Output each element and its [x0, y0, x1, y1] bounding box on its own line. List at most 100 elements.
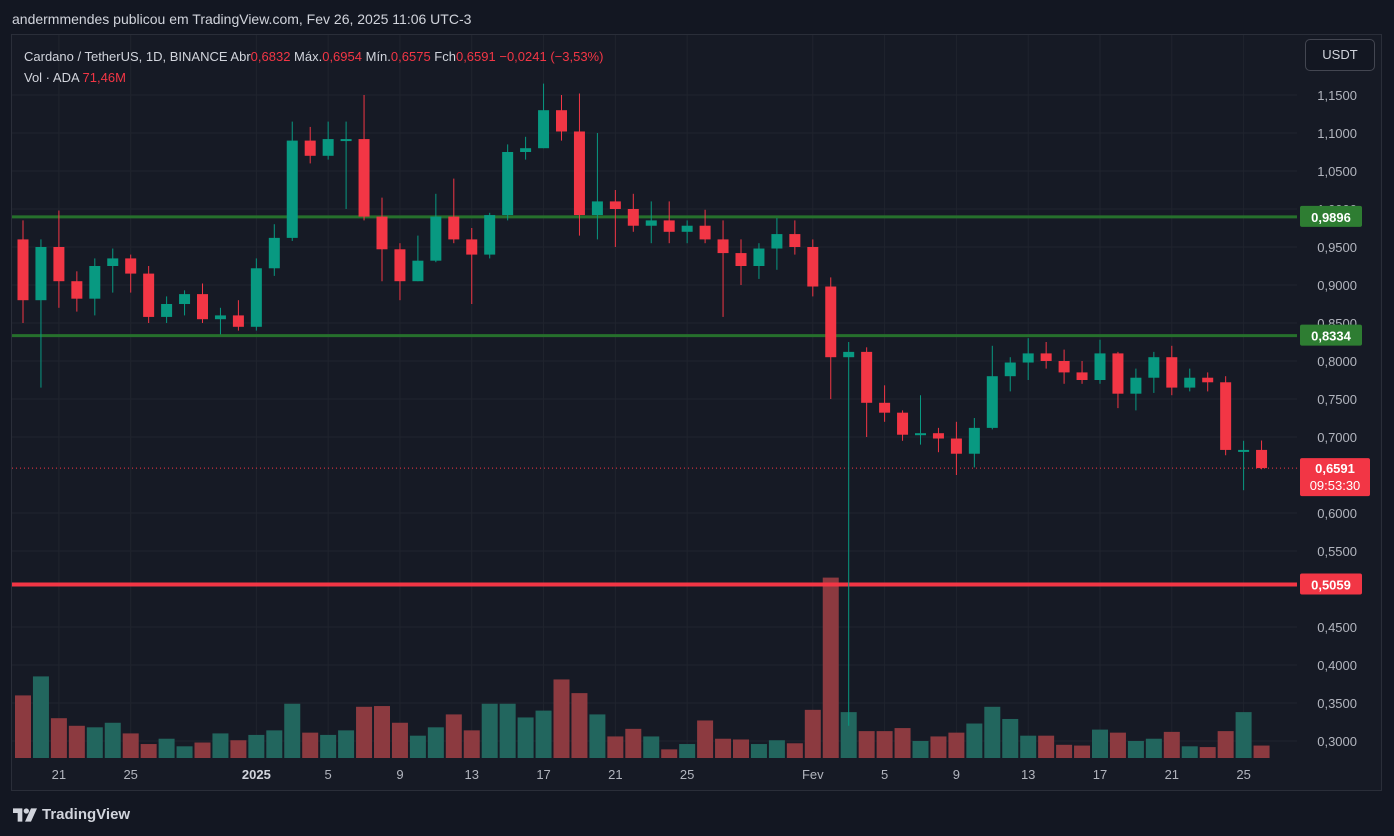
price-tick-label: 0,8000 — [1317, 354, 1357, 369]
volume-bar — [409, 735, 426, 758]
countdown-label: 09:53:30 — [1310, 478, 1361, 493]
price-tick-label: 0,3000 — [1317, 734, 1357, 749]
candle-body — [538, 110, 550, 149]
candle-body — [448, 216, 460, 240]
currency-button[interactable]: USDT — [1305, 39, 1375, 71]
price-tick-label: 1,1000 — [1317, 126, 1357, 141]
candle-body — [268, 237, 280, 269]
candle-body — [250, 268, 262, 327]
candle-body — [1130, 377, 1142, 394]
time-tick-label: 17 — [1093, 767, 1107, 782]
price-axis: 1,15001,10001,05001,00000,95000,90000,85… — [1300, 88, 1370, 749]
candle-body — [340, 139, 352, 142]
candle-body — [573, 131, 585, 216]
price-tick-label: 0,3500 — [1317, 696, 1357, 711]
candle-body — [968, 427, 980, 454]
legend-volume-value: 71,46M — [82, 70, 126, 85]
level-price-tag — [1300, 573, 1362, 595]
volume-bar — [445, 714, 462, 758]
legend-high-value: 0,6954 — [322, 49, 362, 64]
level-price-tag — [1300, 205, 1362, 227]
volume-bar — [930, 736, 947, 758]
volume-bar — [822, 577, 839, 758]
volume-bar — [912, 741, 929, 758]
volume-bar — [894, 728, 911, 758]
candle-body — [232, 315, 244, 327]
volume-bar — [1145, 738, 1162, 758]
volume-bar — [786, 743, 803, 758]
volume-bar — [750, 744, 767, 758]
price-tick-label: 0,9500 — [1317, 240, 1357, 255]
candle-body — [843, 351, 855, 358]
volume-bar — [1127, 741, 1144, 758]
candle-body — [53, 247, 65, 282]
legend-symbol[interactable]: Cardano / TetherUS, 1D, BINANCE — [24, 49, 228, 64]
tradingview-logo[interactable]: TradingView — [13, 806, 130, 823]
price-tick-label: 0,9000 — [1317, 278, 1357, 293]
volume-bar — [553, 679, 570, 758]
candle-body — [197, 294, 208, 320]
volume-bar — [948, 732, 965, 758]
candle-body — [412, 260, 424, 282]
legend-close-value: 0,6591 — [455, 49, 496, 64]
candle-body — [1112, 353, 1124, 394]
volume-bar — [1163, 731, 1180, 758]
candle-body — [1148, 357, 1160, 378]
volume-bar — [463, 730, 480, 758]
candle-body — [556, 110, 567, 132]
volume-bar — [86, 727, 103, 758]
candle-body — [1238, 449, 1250, 452]
time-tick-label: 13 — [465, 767, 479, 782]
candle-body — [771, 234, 783, 249]
time-tick-label: 5 — [881, 767, 888, 782]
candles — [17, 83, 1268, 726]
candle-body — [879, 402, 891, 413]
footer-bar — [0, 791, 1394, 836]
price-tick-label: 0,7500 — [1317, 392, 1357, 407]
volume-bar — [858, 731, 875, 758]
time-tick-label: 21 — [52, 767, 66, 782]
candle-body — [1094, 353, 1106, 380]
candle-body — [1166, 357, 1178, 388]
legend-open-label: Abr — [230, 49, 251, 64]
time-tick-label: 5 — [325, 767, 332, 782]
volume-bar — [1217, 731, 1234, 758]
time-tick-label: 13 — [1021, 767, 1035, 782]
legend-volume-label[interactable]: Vol · ADA — [24, 70, 79, 85]
legend-volume-row: Vol · ADA 71,46M — [24, 67, 603, 88]
volume-bar — [535, 710, 552, 758]
candle-body — [71, 281, 83, 299]
time-tick-label: 17 — [536, 767, 550, 782]
time-tick-label: Fev — [802, 767, 824, 782]
time-tick-label: 9 — [396, 767, 403, 782]
candle-body — [1040, 353, 1052, 361]
candle-body — [143, 273, 155, 317]
time-tick-label: 9 — [953, 767, 960, 782]
candle-body — [1184, 377, 1196, 388]
level-price-tag — [1300, 324, 1362, 346]
volume-bar — [374, 706, 390, 758]
volume-bar — [50, 718, 67, 758]
candle-body — [861, 351, 873, 403]
candle-body — [520, 148, 532, 152]
volume-bar — [1253, 745, 1270, 758]
candle-body — [304, 140, 316, 156]
candle-body — [394, 249, 406, 282]
volume-bar — [1235, 712, 1252, 758]
price-tick-label: 0,4000 — [1317, 658, 1357, 673]
volume-bar — [1038, 735, 1055, 758]
time-tick-label: 21 — [1165, 767, 1179, 782]
candle-body — [932, 433, 944, 439]
volume-bar — [104, 722, 121, 758]
candle-body — [35, 247, 47, 301]
volume-bar — [607, 736, 624, 758]
candle-body — [89, 266, 101, 299]
time-tick-label: 25 — [123, 767, 137, 782]
candle-body — [286, 140, 298, 238]
publisher-bar: andermmendes publicou em TradingView.com… — [0, 0, 1394, 34]
time-tick-label: 2025 — [242, 767, 271, 782]
volume-bar — [338, 730, 355, 758]
volume-bar — [302, 732, 319, 758]
volume-bar — [876, 731, 893, 758]
